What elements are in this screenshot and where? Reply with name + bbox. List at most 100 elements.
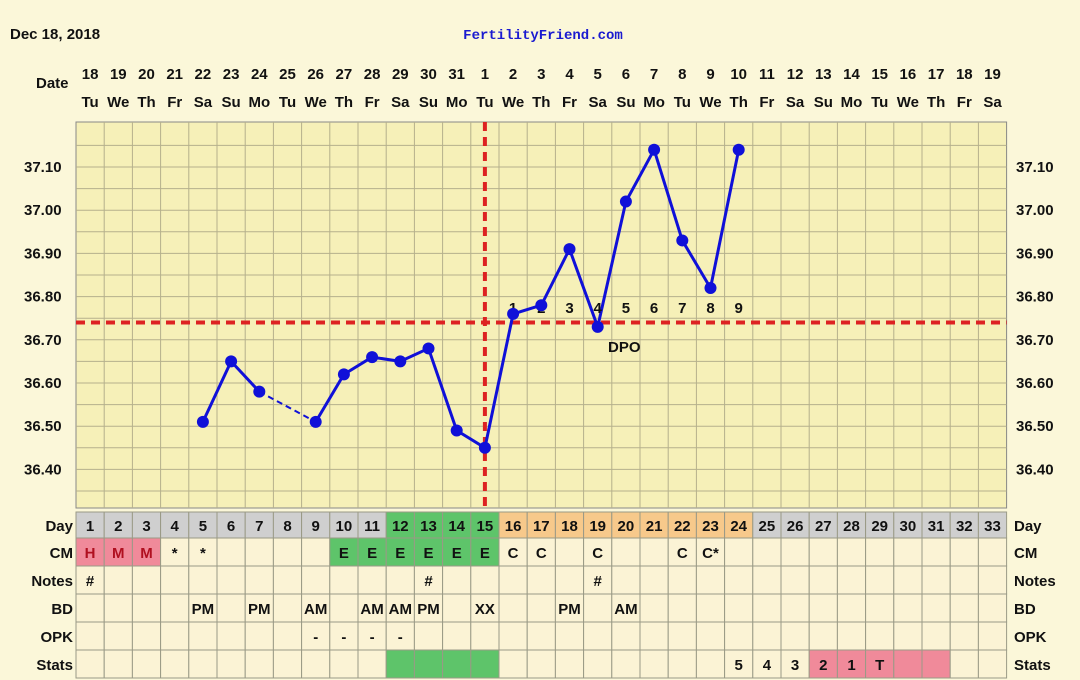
table-cell	[131, 621, 162, 651]
table-cell	[131, 565, 162, 595]
table-cell	[780, 537, 810, 567]
table-cell	[949, 621, 979, 651]
table-cell	[639, 649, 669, 679]
x-weekday-label: Su	[814, 94, 833, 111]
table-cell-value: 30	[900, 518, 917, 535]
table-cell-value: 6	[227, 518, 235, 535]
table-cell	[357, 537, 387, 567]
table-cell	[272, 593, 303, 623]
table-cell	[244, 511, 274, 539]
x-date-label: 11	[759, 66, 775, 83]
temperature-point	[732, 143, 745, 156]
table-cell	[639, 593, 669, 623]
table-cell	[724, 621, 754, 651]
x-date-label: 21	[166, 66, 183, 83]
table-cell-value: E	[480, 545, 490, 562]
row-label-right: OPK	[1014, 629, 1047, 646]
table-cell	[921, 593, 951, 623]
table-cell	[244, 621, 274, 651]
table-cell-value: -	[341, 629, 346, 646]
table-cell-value: 15	[477, 518, 494, 535]
table-cell	[498, 537, 528, 567]
table-cell-value: 33	[984, 518, 1001, 535]
table-cell	[667, 649, 697, 679]
table-cell	[216, 565, 246, 595]
table-cell-value: 32	[956, 518, 973, 535]
table-cell	[865, 565, 895, 595]
table-cell	[385, 511, 415, 539]
x-date-label: 19	[110, 66, 127, 83]
y-tick-label-right: 37.10	[1016, 159, 1054, 176]
x-weekday-label: Tu	[476, 94, 493, 111]
table-cell	[865, 593, 895, 623]
table-cell	[667, 565, 697, 595]
table-cell	[385, 565, 415, 595]
site-name[interactable]: FertilityFriend.com	[463, 28, 623, 44]
table-cell	[836, 537, 867, 567]
table-cell	[188, 621, 218, 651]
plot-area	[75, 121, 1008, 509]
y-tick-label-left: 36.80	[24, 289, 62, 306]
table-cell	[977, 565, 1008, 595]
table-cell	[160, 621, 190, 651]
temperature-point	[507, 307, 520, 320]
table-cell	[216, 621, 246, 651]
y-tick-label-right: 36.40	[1016, 461, 1054, 478]
table-cell-value: 5	[735, 657, 743, 674]
temperature-point	[394, 355, 407, 368]
table-cell	[160, 565, 190, 595]
x-weekday-label: We	[107, 94, 129, 111]
x-weekday-label: Fr	[759, 94, 774, 111]
table-cell	[131, 649, 162, 679]
x-weekday-label: Sa	[589, 94, 608, 111]
table-cell-value: -	[370, 629, 375, 646]
temperature-point	[309, 415, 322, 428]
table-cell-value: 10	[336, 518, 353, 535]
table-cell-value: 19	[589, 518, 606, 535]
table-cell	[103, 649, 133, 679]
table-cell-value: 1	[847, 657, 855, 674]
table-cell-value: 2	[819, 657, 827, 674]
x-date-label: 4	[565, 66, 574, 83]
x-weekday-label: Sa	[391, 94, 410, 111]
temperature-line-segment	[201, 360, 233, 423]
table-cell	[808, 537, 838, 567]
x-weekday-label: Su	[616, 94, 635, 111]
table-cell	[442, 565, 472, 595]
x-weekday-label: Th	[137, 94, 155, 111]
x-date-label: 24	[251, 66, 268, 83]
table-cell	[75, 593, 105, 623]
y-tick-label-left: 36.60	[24, 375, 62, 392]
table-cell	[442, 621, 472, 651]
temperature-point	[563, 243, 576, 256]
table-cell-value: E	[395, 545, 405, 562]
table-cell	[526, 565, 556, 595]
table-cell	[526, 511, 556, 539]
table-cell-value: 11	[364, 518, 380, 535]
temperature-line-segment	[709, 149, 741, 289]
y-tick-label-right: 36.90	[1016, 245, 1054, 262]
x-date-label: 9	[706, 66, 714, 83]
x-weekday-label: Th	[927, 94, 945, 111]
table-cell	[836, 649, 867, 679]
x-weekday-label: Fr	[957, 94, 972, 111]
table-cell	[301, 565, 331, 595]
x-weekday-label: We	[897, 94, 919, 111]
table-cell-value: C	[536, 545, 547, 562]
table-cell-value: 22	[674, 518, 691, 535]
x-date-label: 17	[928, 66, 945, 83]
table-cell	[272, 621, 303, 651]
dpo-number: 9	[735, 300, 743, 317]
table-cell	[131, 511, 162, 539]
table-cell	[695, 649, 726, 679]
dpo-number: 6	[650, 300, 658, 317]
x-weekday-label: Tu	[81, 94, 98, 111]
table-cell	[808, 621, 838, 651]
y-tick-label-left: 37.00	[24, 202, 62, 219]
table-cell	[752, 649, 782, 679]
temperature-line-segment	[314, 373, 346, 423]
table-cell	[413, 621, 444, 651]
table-cell-value: C	[592, 545, 603, 562]
table-cell	[75, 621, 105, 651]
x-date-label: 30	[420, 66, 437, 83]
